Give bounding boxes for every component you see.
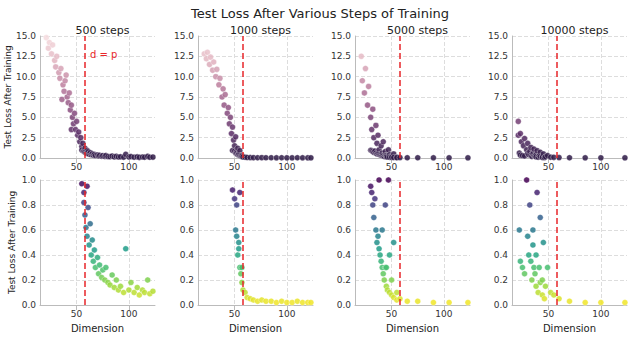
svg-text:5.0: 5.0	[494, 112, 509, 122]
svg-text:50: 50	[71, 309, 83, 319]
svg-text:50: 50	[71, 162, 83, 172]
svg-text:0.6: 0.6	[22, 225, 37, 235]
svg-text:0.0: 0.0	[22, 300, 37, 310]
svg-text:Dimension: Dimension	[386, 323, 439, 334]
svg-text:Dimension: Dimension	[71, 323, 124, 334]
svg-text:0.4: 0.4	[180, 250, 195, 260]
svg-text:100: 100	[120, 162, 137, 172]
svg-text:0.6: 0.6	[494, 225, 509, 235]
svg-text:0.2: 0.2	[180, 275, 194, 285]
svg-text:2.5: 2.5	[180, 133, 194, 143]
svg-text:0.0: 0.0	[494, 300, 509, 310]
svg-text:5000 steps: 5000 steps	[387, 24, 448, 37]
svg-text:50: 50	[229, 162, 241, 172]
svg-text:7.5: 7.5	[494, 92, 508, 102]
svg-text:0.2: 0.2	[22, 275, 36, 285]
svg-text:0.0: 0.0	[22, 153, 37, 163]
svg-text:1000 steps: 1000 steps	[230, 24, 291, 37]
svg-text:0.4: 0.4	[494, 250, 509, 260]
svg-text:5.0: 5.0	[337, 112, 352, 122]
svg-text:Test Loss After Training: Test Loss After Training	[3, 45, 13, 149]
svg-text:100: 100	[592, 309, 609, 319]
svg-text:7.5: 7.5	[180, 92, 194, 102]
svg-text:2.5: 2.5	[22, 133, 36, 143]
svg-text:12.5: 12.5	[488, 51, 508, 61]
svg-text:Dimension: Dimension	[229, 323, 282, 334]
svg-text:d = p: d = p	[90, 49, 117, 60]
svg-text:15.0: 15.0	[174, 31, 194, 41]
svg-text:15.0: 15.0	[16, 31, 36, 41]
svg-text:2.5: 2.5	[337, 133, 351, 143]
svg-text:Test Loss After Training: Test Loss After Training	[7, 191, 17, 295]
svg-text:50: 50	[229, 309, 241, 319]
svg-text:500 steps: 500 steps	[75, 24, 129, 37]
svg-text:0.6: 0.6	[337, 225, 352, 235]
svg-text:2.5: 2.5	[494, 133, 508, 143]
svg-text:10.0: 10.0	[331, 72, 351, 82]
svg-text:50: 50	[543, 162, 555, 172]
svg-text:10.0: 10.0	[174, 72, 194, 82]
svg-text:50: 50	[543, 309, 555, 319]
svg-text:15.0: 15.0	[331, 31, 351, 41]
svg-text:100: 100	[278, 162, 295, 172]
svg-text:15.0: 15.0	[488, 31, 508, 41]
svg-text:1.0: 1.0	[180, 175, 195, 185]
svg-text:0.8: 0.8	[494, 200, 509, 210]
svg-text:12.5: 12.5	[174, 51, 194, 61]
svg-text:12.5: 12.5	[331, 51, 351, 61]
svg-text:50: 50	[386, 309, 398, 319]
svg-text:0.0: 0.0	[494, 153, 509, 163]
svg-text:Test Loss After Various Steps: Test Loss After Various Steps of Trainin…	[190, 6, 449, 21]
svg-text:0.8: 0.8	[180, 200, 195, 210]
svg-text:0.4: 0.4	[337, 250, 352, 260]
svg-text:100: 100	[435, 162, 452, 172]
svg-text:5.0: 5.0	[22, 112, 37, 122]
svg-text:0.0: 0.0	[337, 300, 352, 310]
svg-text:0.6: 0.6	[180, 225, 195, 235]
svg-text:0.2: 0.2	[337, 275, 351, 285]
svg-text:10000 steps: 10000 steps	[540, 24, 608, 37]
svg-text:0.8: 0.8	[22, 200, 37, 210]
svg-text:100: 100	[120, 309, 137, 319]
svg-text:100: 100	[278, 309, 295, 319]
svg-text:0.0: 0.0	[180, 300, 195, 310]
svg-text:0.0: 0.0	[337, 153, 352, 163]
svg-text:7.5: 7.5	[337, 92, 351, 102]
svg-text:1.0: 1.0	[22, 175, 37, 185]
svg-text:0.0: 0.0	[180, 153, 195, 163]
svg-text:100: 100	[592, 162, 609, 172]
svg-text:7.5: 7.5	[22, 92, 36, 102]
svg-text:0.2: 0.2	[494, 275, 508, 285]
svg-text:Dimension: Dimension	[543, 323, 596, 334]
svg-text:1.0: 1.0	[337, 175, 352, 185]
svg-text:0.4: 0.4	[22, 250, 37, 260]
svg-text:10.0: 10.0	[488, 72, 508, 82]
svg-text:10.0: 10.0	[16, 72, 36, 82]
svg-text:5.0: 5.0	[180, 112, 195, 122]
svg-text:0.8: 0.8	[337, 200, 352, 210]
svg-text:1.0: 1.0	[494, 175, 509, 185]
svg-text:100: 100	[435, 309, 452, 319]
svg-text:12.5: 12.5	[16, 51, 36, 61]
svg-text:50: 50	[386, 162, 398, 172]
